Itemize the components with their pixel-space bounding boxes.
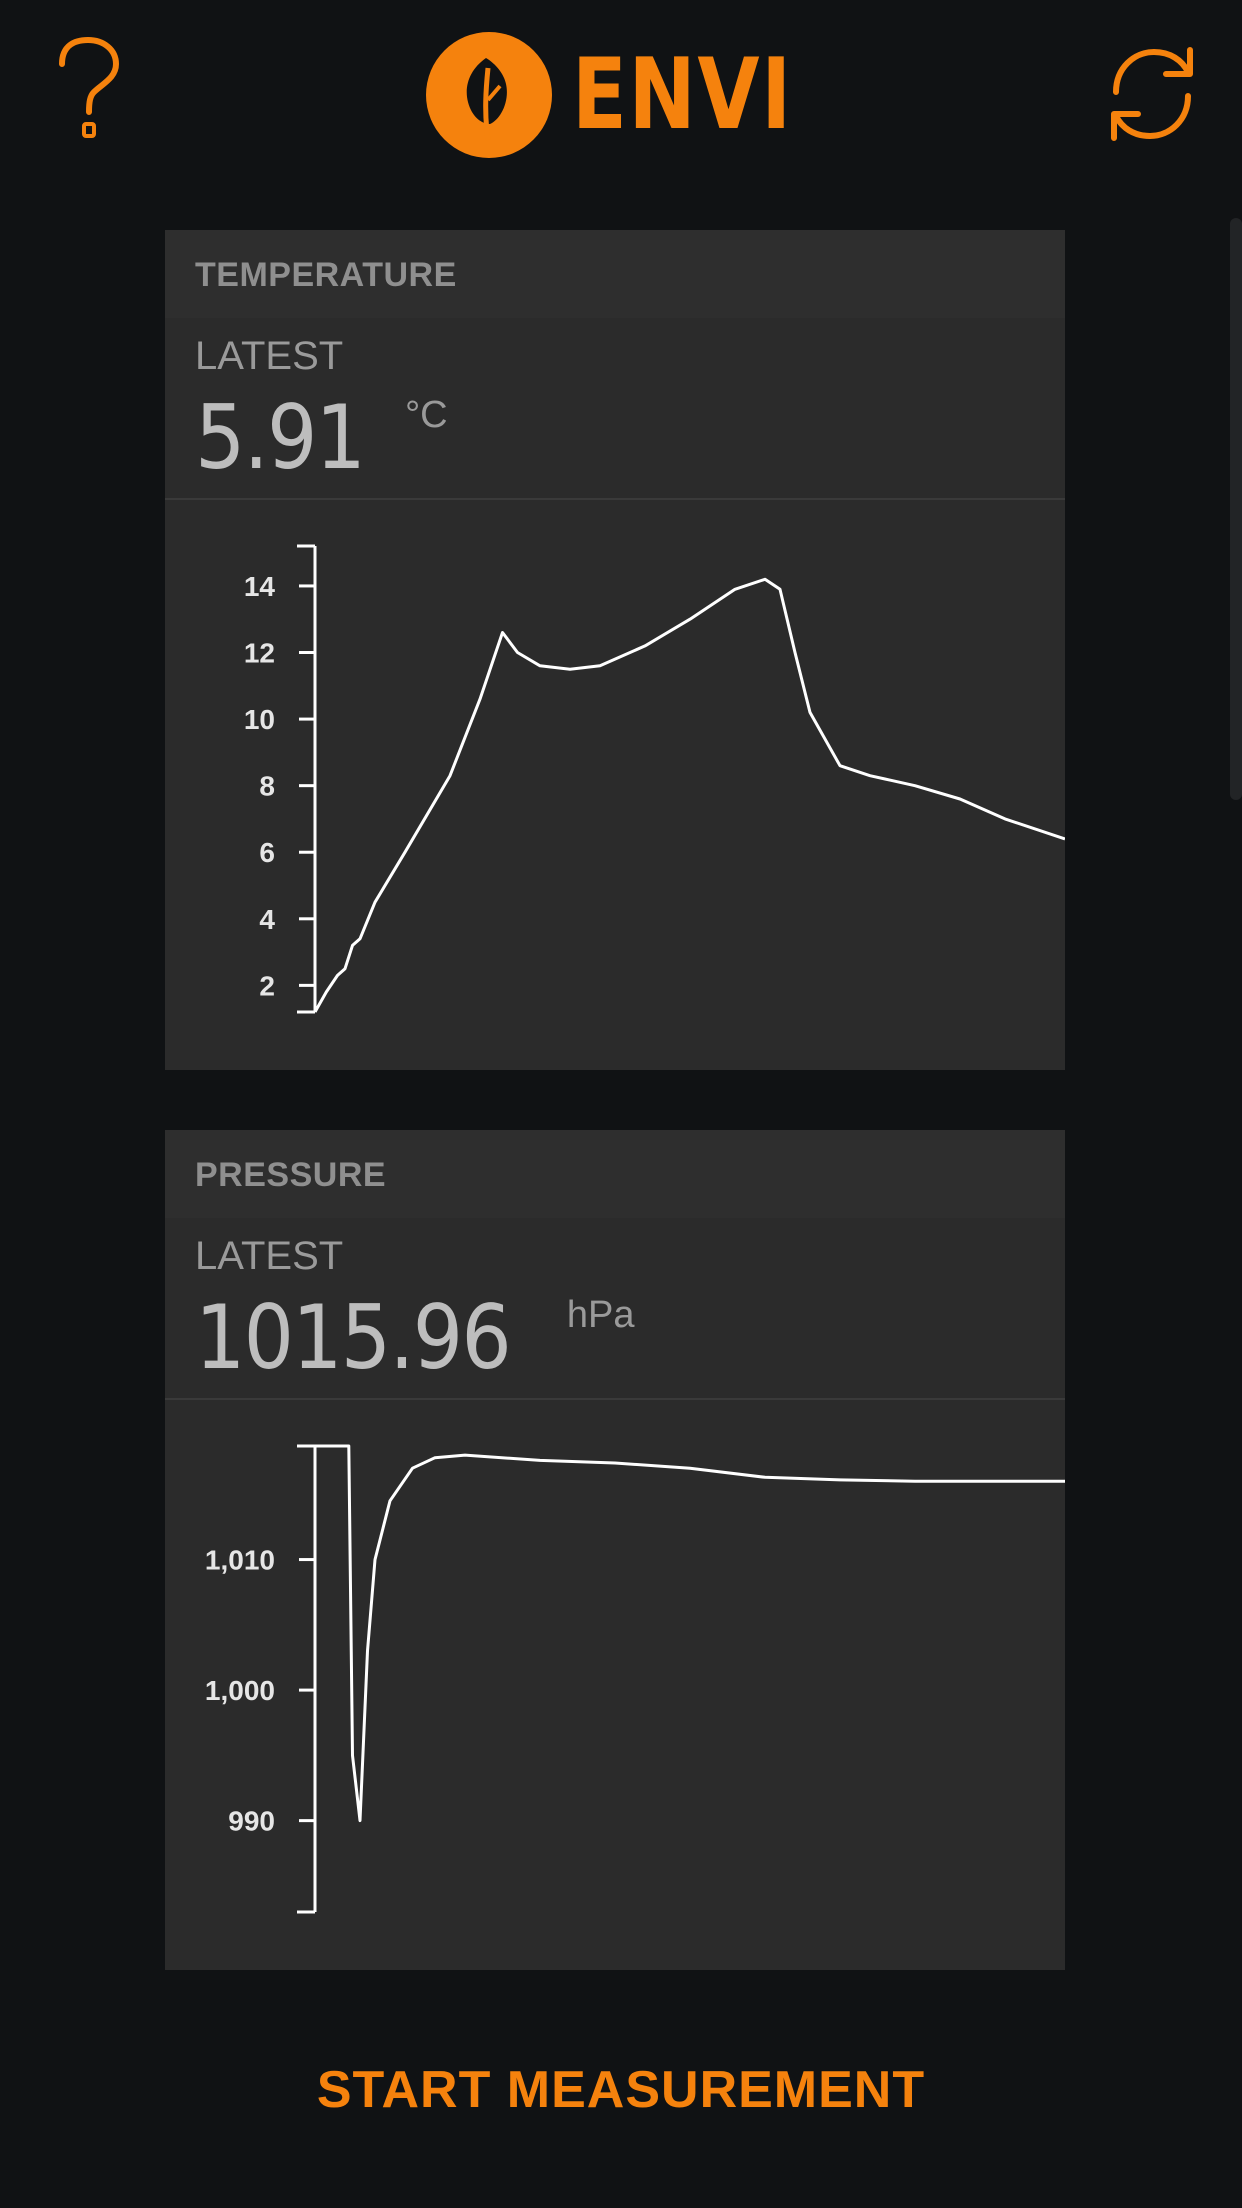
pressure-chart-svg: 990 1,000 1,010 <box>205 1444 1065 1914</box>
temperature-value: 5.91 <box>195 386 366 489</box>
y-tick-label: 2 <box>259 970 275 1001</box>
scrollbar[interactable] <box>1230 218 1242 800</box>
pressure-unit: hPa <box>566 1294 635 1336</box>
y-tick-label: 1,000 <box>205 1675 275 1706</box>
start-measurement-button[interactable]: START MEASUREMENT <box>316 2061 926 2119</box>
refresh-button[interactable] <box>1104 44 1200 144</box>
y-tick-label: 10 <box>244 704 275 735</box>
series-line <box>315 1444 1065 1823</box>
pressure-header: PRESSURE <box>165 1130 1065 1218</box>
question-mark-icon <box>59 36 120 138</box>
pressure-chart: 990 1,000 1,010 <box>165 1400 1065 1970</box>
pressure-value: 1015.96 <box>195 1286 512 1389</box>
help-button[interactable] <box>52 34 128 144</box>
temperature-unit: °C <box>404 394 448 436</box>
pressure-card: PRESSURE LATEST 1015.96 hPa 990 1,000 1,01… <box>165 1130 1065 1970</box>
temperature-header: TEMPERATURE <box>165 230 1065 318</box>
temperature-card: TEMPERATURE LATEST 5.91 °C 2 4 6 8 10 12 14 <box>165 230 1065 1070</box>
y-tick-label: 8 <box>259 771 275 802</box>
temperature-latest: LATEST 5.91 °C <box>165 318 1065 500</box>
leaf-icon <box>426 32 552 158</box>
temperature-chart-svg: 2 4 6 8 10 12 14 <box>244 544 1065 1014</box>
app-logo: ENVI <box>426 30 841 160</box>
refresh-icon <box>1111 47 1193 141</box>
temperature-chart: 2 4 6 8 10 12 14 <box>165 500 1065 1070</box>
pressure-latest-label: LATEST <box>195 1234 344 1278</box>
y-tick-label: 12 <box>244 638 275 669</box>
pressure-latest: LATEST 1015.96 hPa <box>165 1218 1065 1400</box>
series-line <box>313 577 1065 1013</box>
y-tick-label: 6 <box>259 837 275 868</box>
y-tick-label: 990 <box>228 1806 275 1837</box>
app-title: ENVI <box>572 38 793 152</box>
temperature-latest-label: LATEST <box>195 334 344 378</box>
y-tick-label: 4 <box>259 904 275 935</box>
y-tick-label: 14 <box>244 571 276 602</box>
y-tick-label: 1,010 <box>205 1545 275 1576</box>
top-bar: ENVI <box>0 0 1242 200</box>
